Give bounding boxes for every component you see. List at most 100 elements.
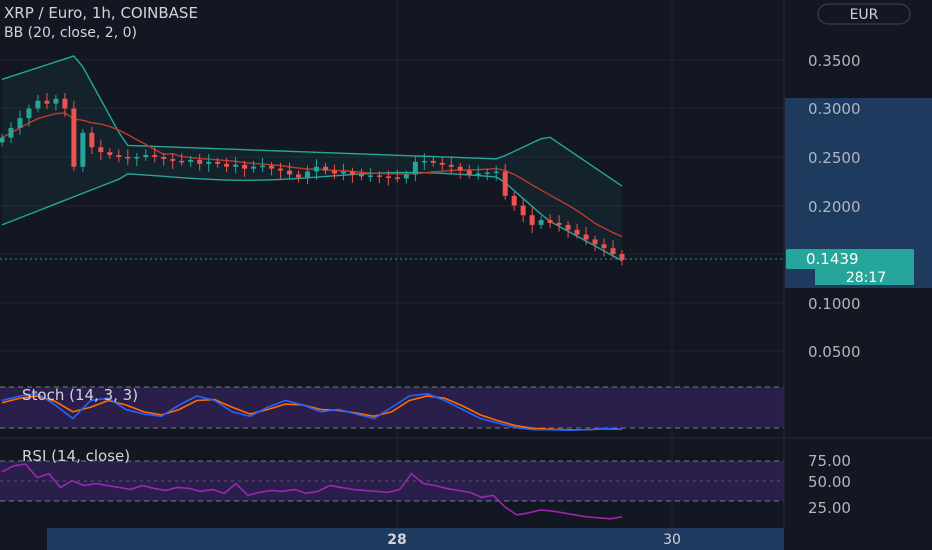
candle-body [520, 205, 526, 216]
currency-button-frame [817, 3, 911, 25]
candle-body [529, 215, 535, 225]
price-tick: 0.0500 [808, 343, 861, 361]
price-tick: 0.2500 [808, 149, 861, 167]
candle-body [556, 222, 562, 225]
candle-body [62, 98, 68, 109]
candle-body [502, 171, 508, 196]
bb-basis-line [1, 112, 623, 238]
candle-body [565, 224, 571, 230]
candle-body [152, 155, 158, 157]
candle-body [0, 137, 5, 143]
candle-body [116, 155, 122, 157]
candle-body [26, 108, 32, 119]
candle-body [358, 174, 364, 177]
candle-body [322, 166, 328, 171]
rsi-tick: 25.00 [808, 499, 851, 517]
candle-body [89, 132, 95, 148]
time-axis-highlight [47, 528, 784, 550]
candle-body [71, 108, 77, 167]
candle-body [206, 161, 212, 164]
bollinger-bands [1, 55, 623, 262]
candle-body [385, 176, 391, 178]
stoch-label[interactable]: Stoch (14, 3, 3) [22, 386, 138, 404]
bb-indicator-label[interactable]: BB (20, close, 2, 0) [4, 25, 137, 41]
candle-body [421, 160, 427, 163]
price-grid [0, 0, 784, 528]
candle-body [610, 248, 616, 254]
candle-body [376, 175, 382, 177]
countdown-label: 28:17 [846, 270, 886, 286]
candle-body [394, 177, 400, 179]
candle-body [403, 174, 409, 179]
time-label-28: 28 [387, 532, 406, 548]
candle-body [224, 163, 230, 167]
candle-body [448, 164, 454, 167]
rsi-label[interactable]: RSI (14, close) [22, 447, 130, 465]
candle-body [179, 160, 185, 163]
candle-body [53, 98, 59, 104]
candle-body [269, 165, 275, 169]
candle-body [430, 160, 436, 163]
current-price-label: 0.1439 [806, 250, 859, 268]
price-tick: 0.2000 [808, 198, 861, 216]
candle-body [538, 220, 544, 225]
price-tick: 0.3000 [808, 100, 861, 118]
candle-body [215, 161, 221, 164]
bb-fill [2, 55, 622, 261]
candle-body [367, 175, 373, 177]
candle-body [493, 171, 499, 174]
candle-body [287, 170, 293, 175]
currency-button[interactable]: EUR [817, 3, 911, 25]
candle-body [583, 234, 589, 240]
chart-title[interactable]: XRP / Euro, 1h, COINBASE [4, 4, 198, 22]
candle-body [35, 100, 41, 109]
candle-body [197, 159, 203, 164]
candle-body [484, 172, 490, 175]
candle-body [296, 174, 302, 178]
candle-body [170, 158, 176, 161]
candle-body [511, 195, 517, 206]
candle-body [17, 118, 23, 128]
price-axis[interactable]: 0.3500 0.3000 0.2500 0.2000 0.1000 0.050… [808, 52, 861, 361]
rsi-axis: 75.00 50.00 25.00 [808, 452, 851, 517]
candle-body [44, 100, 50, 104]
candle-body [161, 157, 167, 159]
candle-body [592, 239, 598, 245]
candle-body [619, 254, 625, 260]
candle-body [251, 166, 257, 169]
stoch-k-line [1, 392, 623, 432]
candle-body [574, 229, 580, 235]
rsi-tick: 50.00 [808, 473, 851, 491]
candle-body [313, 166, 319, 172]
bb-lower-line [1, 171, 623, 262]
candle-body [457, 166, 463, 171]
time-label-30: 30 [663, 532, 681, 548]
candle-body [466, 170, 472, 175]
countdown-badge [815, 268, 914, 285]
current-price-badge [786, 249, 914, 269]
stoch-d-line [1, 395, 623, 431]
candle-body [601, 244, 607, 249]
candle-body [349, 171, 355, 175]
candle-body [107, 152, 113, 156]
candle-body [233, 164, 239, 167]
price-tick: 0.1000 [808, 295, 861, 313]
candle-body [98, 147, 104, 153]
candle-body [439, 162, 445, 165]
candle-body [188, 159, 194, 162]
candle-body [475, 173, 481, 175]
rsi-line [1, 463, 623, 520]
candle-body [143, 155, 149, 157]
candle-body [412, 161, 418, 175]
candle-body [547, 220, 553, 223]
candle-body [242, 164, 248, 169]
candle-body [260, 165, 266, 168]
currency-button-label: EUR [850, 7, 879, 23]
candle-body [80, 132, 86, 167]
candle-body [278, 168, 284, 171]
candle-body [331, 170, 337, 174]
candle-body [8, 127, 14, 138]
candle-body [340, 171, 346, 174]
